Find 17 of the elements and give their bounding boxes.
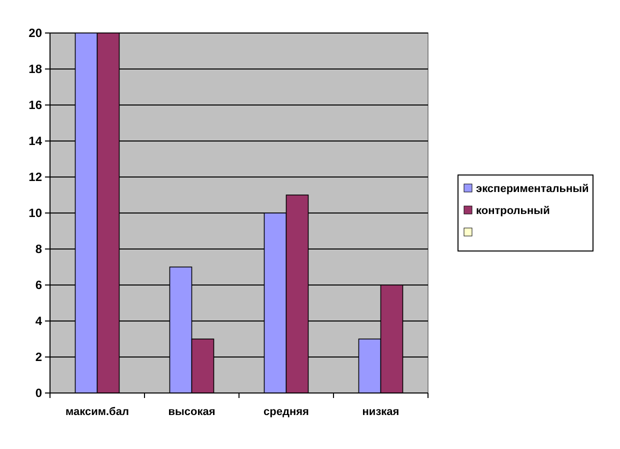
y-tick-label: 2: [35, 350, 42, 364]
legend-label: контрольный: [476, 204, 550, 217]
y-tick-label: 8: [35, 242, 42, 256]
y-tick-label: 16: [28, 98, 42, 112]
y-tick-label: 12: [28, 170, 42, 184]
x-tick-label: максим.бал: [66, 406, 129, 418]
y-tick-label: 4: [35, 314, 42, 328]
x-tick-label: высокая: [168, 406, 216, 418]
y-tick-label: 20: [28, 26, 42, 40]
x-tick-label: низкая: [362, 406, 400, 418]
legend-label: экспериментальный: [476, 182, 589, 195]
y-tick-label: 14: [28, 134, 42, 148]
x-tick-label: средняя: [264, 406, 309, 418]
y-tick-label: 18: [28, 62, 42, 76]
y-tick-label: 6: [35, 278, 42, 292]
y-tick-label: 0: [35, 386, 42, 400]
y-tick-label: 10: [28, 206, 42, 220]
